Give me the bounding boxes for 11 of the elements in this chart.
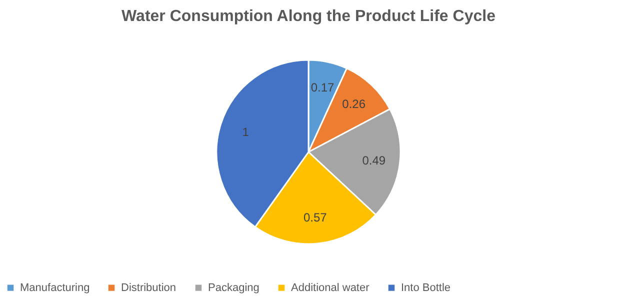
data-label: 0.17 [310, 80, 335, 95]
legend-label: Packaging [208, 282, 260, 294]
legend-label: Into Bottle [401, 282, 451, 294]
legend-label: Manufacturing [20, 282, 90, 294]
legend-label: Distribution [121, 282, 176, 294]
legend-label: Additional water [291, 282, 370, 294]
data-label: 0.57 [303, 210, 328, 225]
data-label: 0.49 [362, 154, 386, 168]
data-label: 1 [242, 124, 250, 139]
data-label: 0.26 [342, 97, 366, 112]
chart-title: Water Consumption Along the Product Life Cycle [122, 8, 496, 25]
